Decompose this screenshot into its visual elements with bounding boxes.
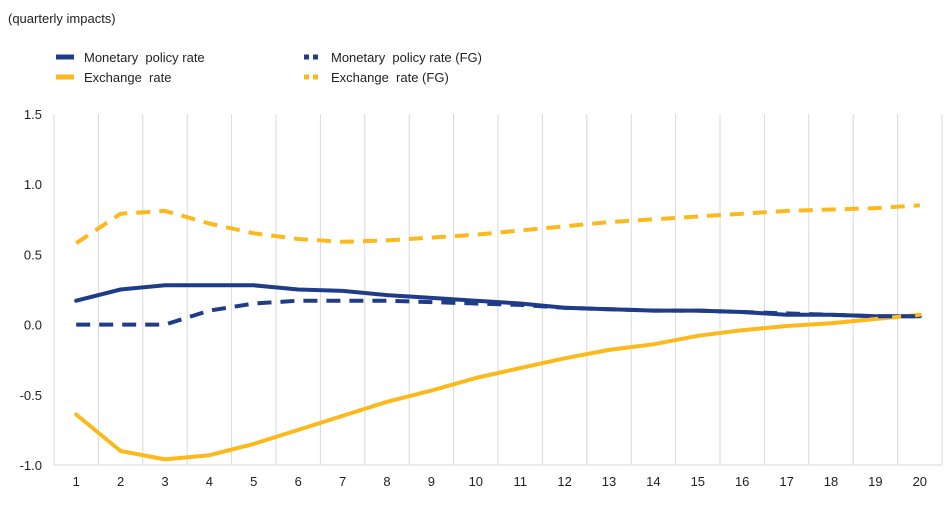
x-tick-label: 12 [557,474,571,489]
x-tick-label: 14 [646,474,660,489]
chart-subtitle: (quarterly impacts) [8,11,116,26]
y-tick-label: 0.5 [24,247,42,262]
y-tick-label: 0.0 [24,318,42,333]
x-tick-label: 19 [868,474,882,489]
x-tick-label: 11 [513,474,527,489]
series-line-4 [75,203,920,245]
y-tick-label: -0.5 [20,388,42,403]
x-tick-label: 6 [295,474,302,489]
legend-item: Exchange rate [56,70,171,85]
legend-label: Exchange rate [84,70,171,85]
x-tick-label: 13 [602,474,616,489]
series-line-3 [76,298,920,327]
series-line-1 [74,283,922,319]
legend-label: Exchange rate (FG) [331,70,449,85]
y-axis-ticks: -1.0 -0.5 0.0 0.5 1.0 1.5 [20,107,42,473]
x-tick-label: 16 [735,474,749,489]
y-tick-label: -1.0 [20,458,42,473]
x-tick-label: 10 [469,474,483,489]
x-tick-label: 2 [117,474,124,489]
legend: Monetary policy rate Exchange rate Monetar… [56,50,482,85]
y-tick-label: 1.5 [24,107,42,122]
x-tick-label: 3 [161,474,168,489]
x-axis-ticks: 1 2 3 4 5 6 7 8 9 10 11 12 13 14 15 16 17 18 19 20 [73,474,927,489]
x-tick-label: 9 [428,474,435,489]
series-line-2 [74,312,922,462]
x-tick-label: 17 [779,474,793,489]
x-tick-label: 18 [824,474,838,489]
x-tick-label: 8 [383,474,390,489]
x-tick-label: 20 [913,474,927,489]
x-tick-label: 5 [250,474,257,489]
x-tick-label: 7 [339,474,346,489]
x-tick-label: 15 [691,474,705,489]
legend-label: Monetary policy rate [84,50,205,65]
legend-item: Monetary policy rate [56,50,205,65]
legend-label: Monetary policy rate (FG) [331,50,482,65]
legend-item: Exchange rate (FG) [304,70,449,85]
series-lines [74,203,922,462]
grid [53,114,943,466]
x-tick-label: 4 [206,474,213,489]
y-tick-label: 1.0 [24,177,42,192]
legend-item: Monetary policy rate (FG) [304,50,482,65]
x-tick-label: 1 [73,474,80,489]
